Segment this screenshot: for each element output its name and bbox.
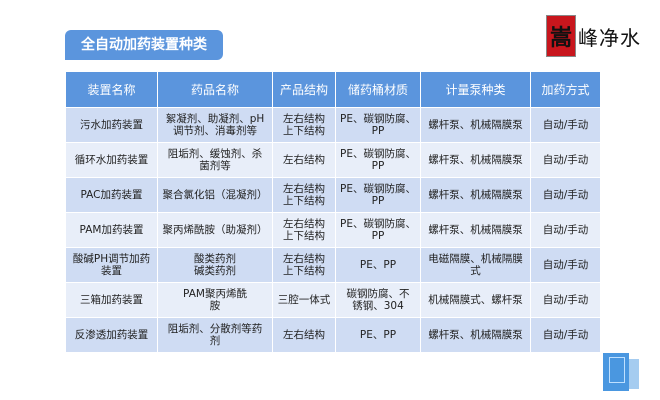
table-cell: 污水加药装置 (65, 107, 158, 143)
table-cell: 酸碱PH调节加药 装置 (65, 247, 158, 283)
table-cell: 反渗透加药装置 (65, 317, 158, 353)
table-cell: 自动/手动 (530, 247, 601, 283)
table-cell: 酸类药剂 碱类药剂 (157, 247, 273, 283)
table-row: 酸碱PH调节加药 装置 酸类药剂 碱类药剂 左右结构 上下结构 PE、PP 电磁隔膜、机… (65, 247, 601, 283)
table-cell: 左右结构 (272, 317, 336, 353)
device-types-table: 装置名称 药品名称 产品结构 储药桶材质 计量泵种类 加药方式 污水加药装置 絮凝剂、助凝剂… (65, 71, 601, 353)
copy-icon (603, 353, 639, 393)
table-cell: 三腔一体式 (272, 282, 336, 318)
logo-text: 峰净水 (578, 25, 641, 50)
column-header: 加药方式 (530, 71, 601, 108)
table-cell: 自动/手动 (530, 107, 601, 143)
page-title: 全自动加药装置种类 (65, 30, 223, 60)
column-header: 储药桶材质 (335, 71, 421, 108)
logo-seal: 嵩 (546, 15, 576, 57)
table-cell: 螺杆泵、机械隔膜泵 (420, 317, 531, 353)
table-cell: 螺杆泵、机械隔膜泵 (420, 107, 531, 143)
table-cell: 絮凝剂、助凝剂、pH 调节剂、消毒剂等 (157, 107, 273, 143)
table-cell: 螺杆泵、机械隔膜泵 (420, 177, 531, 213)
table-row: PAM加药装置 聚丙烯酰胺（助凝剂） 左右结构 上下结构 PE、碳钢防腐、 PP 螺杆泵… (65, 212, 601, 248)
table-cell: PE、PP (335, 317, 421, 353)
table-cell: 左右结构 上下结构 (272, 212, 336, 248)
column-header: 装置名称 (65, 71, 158, 108)
table-cell: 左右结构 上下结构 (272, 177, 336, 213)
table-cell: 左右结构 (272, 142, 336, 178)
table-row: 污水加药装置 絮凝剂、助凝剂、pH 调节剂、消毒剂等 左右结构 上下结构 PE、碳钢防… (65, 107, 601, 143)
table-cell: 自动/手动 (530, 212, 601, 248)
table-cell: 螺杆泵、机械隔膜泵 (420, 142, 531, 178)
table-cell: 自动/手动 (530, 317, 601, 353)
table-cell: 阻垢剂、分散剂等药 剂 (157, 317, 273, 353)
column-header: 产品结构 (272, 71, 336, 108)
table-cell: 电磁隔膜、机械隔膜 式 (420, 247, 531, 283)
table-cell: PE、碳钢防腐、 PP (335, 177, 421, 213)
table-cell: PAM加药装置 (65, 212, 158, 248)
table-header-row: 装置名称 药品名称 产品结构 储药桶材质 计量泵种类 加药方式 (65, 71, 601, 108)
table-cell: 循环水加药装置 (65, 142, 158, 178)
table-row: 循环水加药装置 阻垢剂、缓蚀剂、杀 菌剂等 左右结构 PE、碳钢防腐、 PP 螺杆泵、机… (65, 142, 601, 178)
table-row: 三箱加药装置 PAM聚丙烯酰 胺三腔一体式 碳钢防腐、不 锈钢、304 机械隔膜式、螺… (65, 282, 601, 318)
table-cell: 自动/手动 (530, 177, 601, 213)
column-header: 药品名称 (157, 71, 273, 108)
table-cell: 阻垢剂、缓蚀剂、杀 菌剂等 (157, 142, 273, 178)
table-cell: PAC加药装置 (65, 177, 158, 213)
table-cell: 自动/手动 (530, 282, 601, 318)
table-cell: 螺杆泵、机械隔膜泵 (420, 212, 531, 248)
table-cell: PE、碳钢防腐、 PP (335, 142, 421, 178)
table-cell: 三箱加药装置 (65, 282, 158, 318)
logo: 嵩 峰净水 (546, 12, 641, 60)
table-cell: PE、碳钢防腐、 PP (335, 107, 421, 143)
table-cell: 聚合氯化铝（混凝剂） (157, 177, 273, 213)
table-cell: 机械隔膜式、螺杆泵 (420, 282, 531, 318)
table-cell: 碳钢防腐、不 锈钢、304 (335, 282, 421, 318)
table-cell: 左右结构 上下结构 (272, 107, 336, 143)
table-cell: 自动/手动 (530, 142, 601, 178)
table-row: PAC加药装置 聚合氯化铝（混凝剂） 左右结构 上下结构 PE、碳钢防腐、 PP 螺杆泵… (65, 177, 601, 213)
table-row: 反渗透加药装置 阻垢剂、分散剂等药 剂左右结构 PE、PP 螺杆泵、机械隔膜泵 自动/手… (65, 317, 601, 353)
table-cell: 左右结构 上下结构 (272, 247, 336, 283)
table-cell: PE、PP (335, 247, 421, 283)
column-header: 计量泵种类 (420, 71, 531, 108)
table-cell: PAM聚丙烯酰 胺 (157, 282, 273, 318)
table-cell: PE、碳钢防腐、 PP (335, 212, 421, 248)
table-cell: 聚丙烯酰胺（助凝剂） (157, 212, 273, 248)
